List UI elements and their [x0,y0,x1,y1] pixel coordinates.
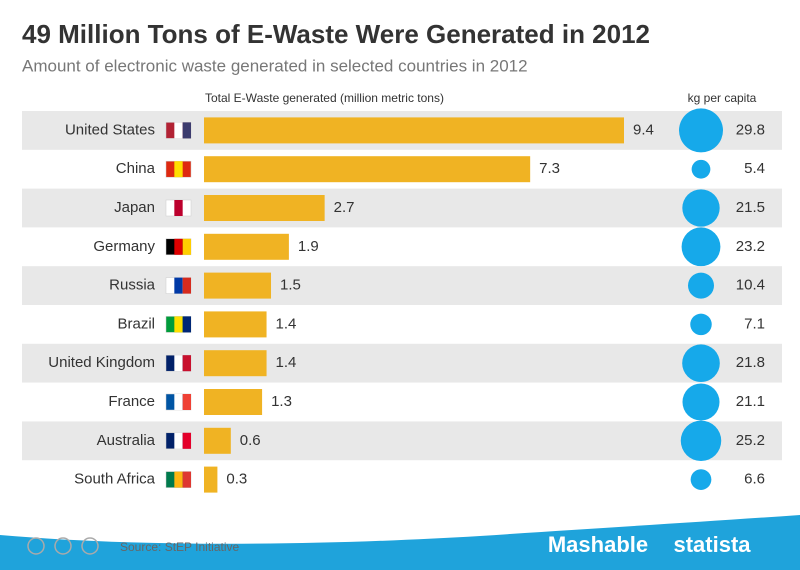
category-label: Germany [93,238,155,255]
bubble-value-label: 21.8 [736,354,765,371]
by-icon [54,537,72,555]
bar [204,195,325,221]
bubble-value-label: 10.4 [736,277,765,294]
flag-part [182,355,191,372]
flag-part [182,316,191,333]
category-label: Japan [114,199,155,216]
flag-part [182,432,191,449]
category-label: China [116,160,156,177]
bubble [688,272,714,299]
category-label: United Kingdom [48,354,155,371]
brand-statista: statista [673,532,751,557]
flag-part [174,432,183,449]
bar-value-label: 1.5 [280,277,301,294]
bar-value-label: 1.9 [298,238,319,255]
category-label: Australia [97,432,156,449]
bubble-value-label: 21.1 [736,393,765,410]
category-label: United States [65,121,155,138]
flag-part [182,238,191,255]
bubble-value-label: 29.8 [736,121,765,138]
bubble [681,227,721,267]
bar [204,272,272,299]
flag-part [174,277,183,294]
bubble [682,344,720,383]
flag-part [174,238,183,255]
bubble [679,108,723,153]
flag-part [174,161,183,178]
bubble [682,189,720,227]
bar [204,389,263,415]
bar [204,156,531,183]
row-stripe [22,188,782,228]
chart-subtitle: Amount of electronic waste generated in … [22,56,528,75]
bar [204,350,267,377]
flag-part [182,394,191,410]
row-stripe [22,343,782,383]
bubble [690,469,712,490]
flag-part [174,200,183,216]
flag-part [174,355,183,372]
bar [204,233,289,260]
bar-value-label: 0.6 [240,432,261,449]
category-label: France [108,393,155,410]
flag-part [182,122,191,139]
bar-value-label: 7.3 [539,160,560,177]
bubble-value-label: 5.4 [744,160,765,177]
bar-value-label: 2.7 [334,199,355,216]
category-label: Russia [109,277,156,294]
chart-title: 49 Million Tons of E-Waste Were Generate… [22,19,650,49]
bubble [682,383,720,421]
bar-value-label: 0.3 [226,471,247,488]
bar [204,466,218,493]
bubble-value-label: 21.5 [736,199,765,216]
bar-header: Total E-Waste generated (million metric … [205,91,444,105]
flag-part [174,122,183,139]
source: Source: StEP Initiative [120,540,240,554]
bar [204,117,624,144]
bar-value-label: 1.4 [276,354,297,371]
category-label: Brazil [117,315,155,332]
flag-part [174,394,183,410]
bubble [690,313,712,336]
bubble-value-label: 7.1 [744,315,765,332]
bubble [680,420,722,462]
bar [204,427,231,454]
flag-part [182,471,191,488]
bubble-value-label: 25.2 [736,432,765,449]
bubble-header: kg per capita [688,91,757,105]
category-label: South Africa [74,471,156,488]
cc-icon [27,537,45,555]
bar-value-label: 9.4 [633,121,654,138]
nd-icon [81,537,99,555]
flag-part [174,316,183,333]
footer-wave [0,515,800,570]
flag-part [174,471,183,488]
bubble-value-label: 23.2 [736,238,765,255]
flag-part [182,277,191,294]
bar-value-label: 1.4 [276,315,297,332]
row-stripe [22,266,782,305]
bubble [691,159,711,179]
row-stripe [22,421,782,461]
bar-value-label: 1.3 [271,393,292,410]
brand-mashable: Mashable [548,532,648,557]
rows: United States 9.4 29.8 China 7.3 5.4 Japan 2.7 2… [22,108,782,493]
bar [204,311,267,338]
bubble-value-label: 6.6 [744,471,765,488]
